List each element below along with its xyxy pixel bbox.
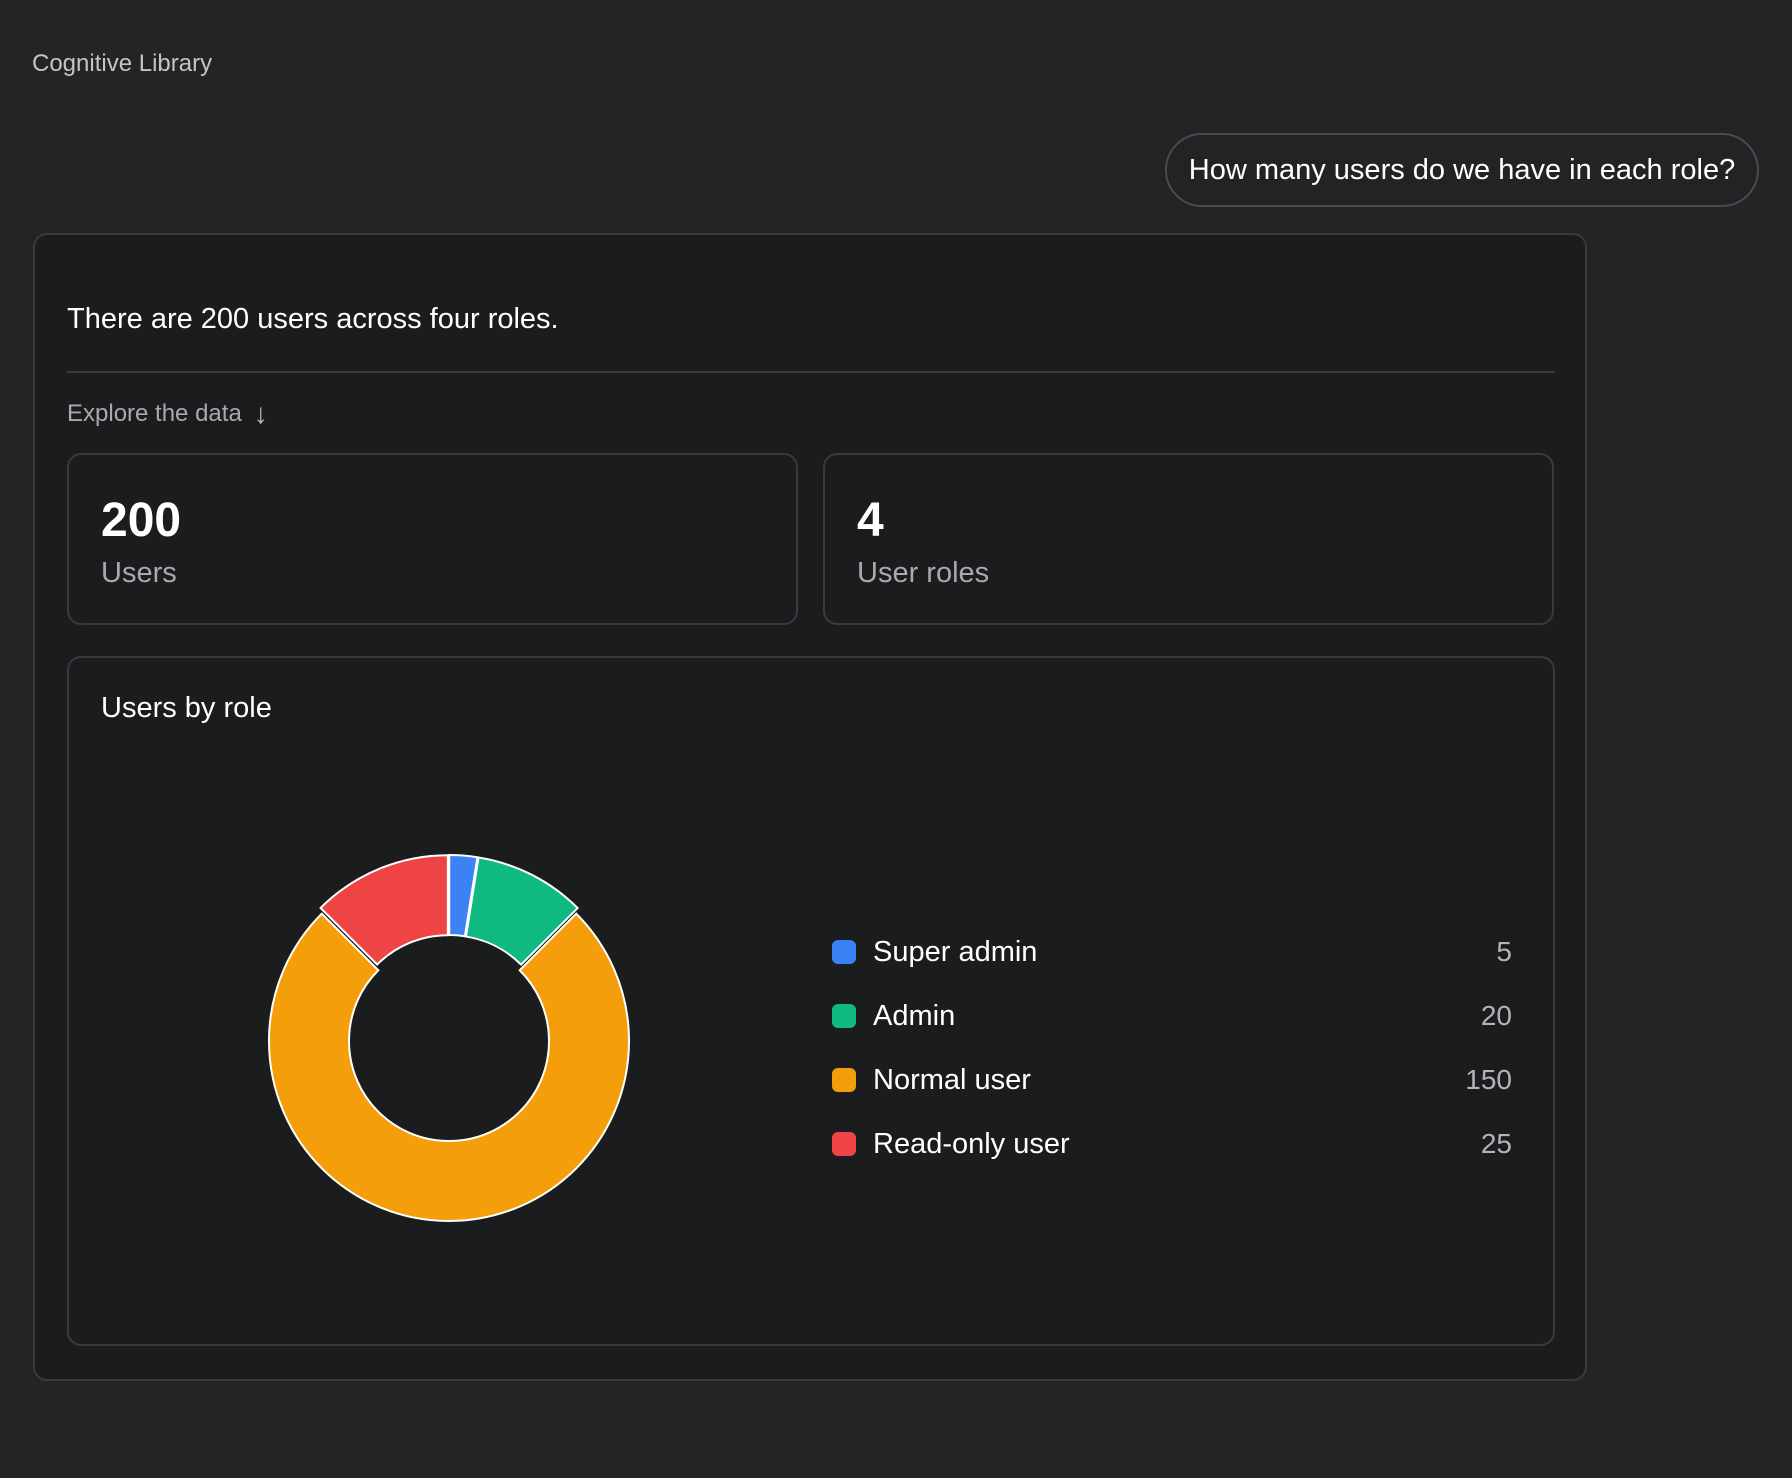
legend-swatch bbox=[832, 1068, 856, 1092]
legend-label: Normal user bbox=[873, 1063, 1031, 1096]
legend-label: Read-only user bbox=[873, 1127, 1070, 1160]
donut-slice-read-only-user[interactable] bbox=[319, 854, 449, 966]
chart-card: Users by role Super admin 5 Admin 20 Normal … bbox=[67, 656, 1555, 1346]
divider bbox=[67, 371, 1555, 373]
legend-label: Super admin bbox=[873, 935, 1038, 968]
arrow-down-icon: ↓ bbox=[253, 398, 268, 429]
stat-label: User roles bbox=[857, 557, 990, 589]
stat-label: Users bbox=[101, 557, 177, 589]
legend-value: 25 bbox=[1480, 1128, 1512, 1159]
legend-swatch bbox=[832, 1132, 856, 1156]
legend-item-admin[interactable]: Admin 20 bbox=[832, 984, 1512, 1048]
chart-legend: Super admin 5 Admin 20 Normal user 150 Read-on… bbox=[832, 920, 1512, 1176]
stat-value: 4 bbox=[857, 494, 884, 547]
app-title: Cognitive Library bbox=[32, 50, 213, 77]
legend-item-read-only-user[interactable]: Read-only user 25 bbox=[832, 1112, 1512, 1176]
donut-slice-normal-user[interactable] bbox=[268, 912, 630, 1222]
explore-data-toggle[interactable]: Explore the data ↓ bbox=[67, 398, 268, 430]
stat-card-users: 200 Users bbox=[67, 453, 798, 625]
legend-label: Admin bbox=[873, 999, 956, 1032]
donut-slice-admin[interactable] bbox=[464, 856, 580, 967]
donut-chart bbox=[268, 854, 630, 1222]
legend-item-super-admin[interactable]: Super admin 5 bbox=[832, 920, 1512, 984]
explore-data-label: Explore the data bbox=[67, 400, 242, 427]
stat-card-user-roles: 4 User roles bbox=[823, 453, 1554, 625]
stat-value: 200 bbox=[101, 494, 182, 547]
response-summary: There are 200 users across four roles. bbox=[67, 303, 559, 335]
legend-item-normal-user[interactable]: Normal user 150 bbox=[832, 1048, 1512, 1112]
response-card: There are 200 users across four roles. E… bbox=[33, 233, 1587, 1381]
user-message-bubble: How many users do we have in each role? bbox=[1165, 133, 1759, 207]
legend-swatch bbox=[832, 1004, 856, 1028]
legend-value: 150 bbox=[1465, 1064, 1512, 1095]
legend-value: 5 bbox=[1496, 936, 1512, 967]
legend-value: 20 bbox=[1480, 1000, 1512, 1031]
chart-title: Users by role bbox=[101, 692, 272, 724]
legend-swatch bbox=[832, 940, 856, 964]
donut-slice-super-admin[interactable] bbox=[448, 854, 479, 938]
